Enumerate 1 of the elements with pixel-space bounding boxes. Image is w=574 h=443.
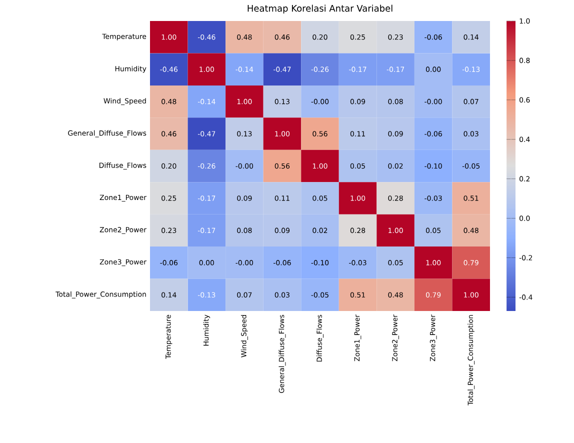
chart-title: Heatmap Korelasi Antar Variabel: [248, 4, 392, 14]
